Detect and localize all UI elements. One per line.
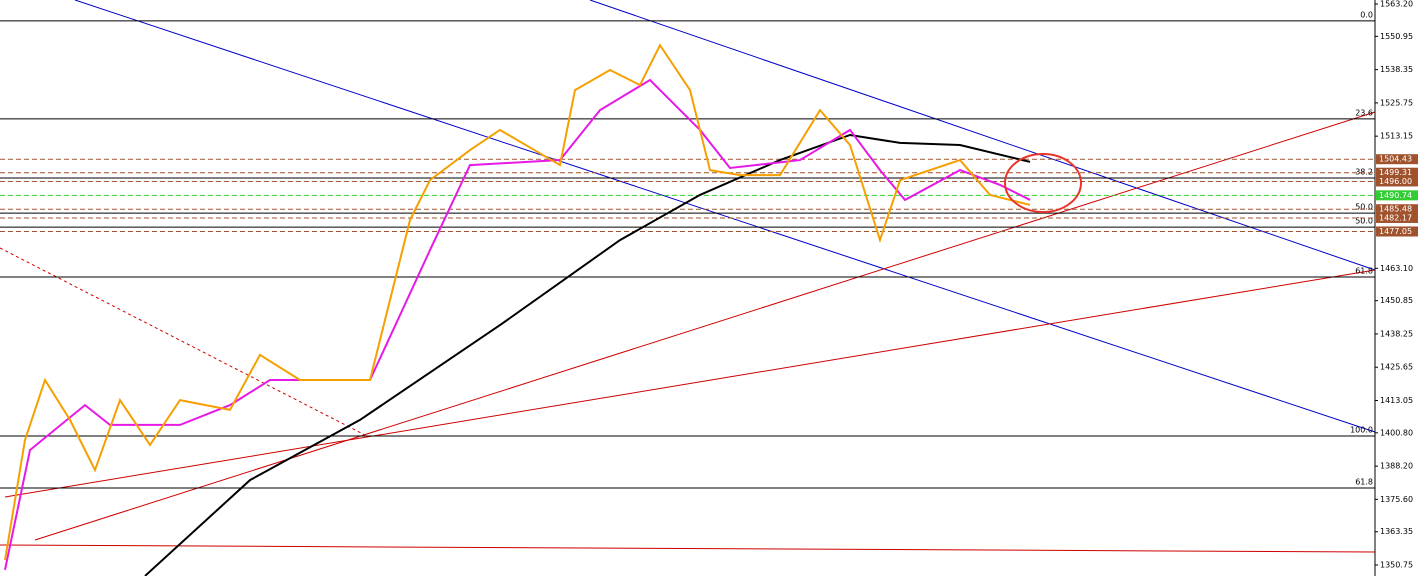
y-tick-label: 1563.20: [1380, 0, 1413, 9]
y-tick-label: 1450.85: [1380, 296, 1413, 305]
y-tick-label: 1400.80: [1380, 428, 1413, 437]
y-tick-label: 1363.35: [1380, 527, 1413, 536]
price-tag: [1376, 190, 1418, 201]
y-tick-label: 1525.75: [1380, 98, 1413, 107]
level-label: 61.8: [1355, 267, 1373, 276]
y-tick-label: 1350.75: [1380, 561, 1413, 570]
price-tag: [1376, 176, 1418, 187]
price-tag-label: 1490.74: [1379, 191, 1412, 200]
y-tick-label: 1375.60: [1380, 495, 1413, 504]
y-tick-label: 1413.05: [1380, 396, 1413, 405]
price-tag-label: 1496.00: [1379, 177, 1412, 186]
level-label: 50.0: [1355, 217, 1373, 226]
price-tag: [1376, 226, 1418, 237]
indicator-line: [144, 133, 1031, 576]
trend-line: [4, 269, 1376, 498]
indicator-line: [4, 43, 1031, 561]
price-tag-label: 1499.31: [1379, 168, 1412, 177]
level-label: 0.0: [1360, 10, 1373, 19]
price-tag: [1376, 154, 1418, 165]
level-label: 23.6: [1355, 108, 1373, 117]
price-tag: [1376, 204, 1418, 215]
price-tag: [1376, 167, 1418, 178]
annotation-circle: [1004, 153, 1082, 213]
price-tag: [1376, 212, 1418, 223]
level-label: 100.0: [1350, 426, 1373, 435]
y-tick-label: 1550.95: [1380, 32, 1413, 41]
y-tick-label: 1538.35: [1380, 65, 1413, 74]
trend-line: [589, 0, 1376, 271]
price-tag-label: 1482.17: [1379, 213, 1412, 222]
trend-line: [74, 0, 1376, 433]
plot-area: 0.0 23.6 38.2 50.0 50.0 61.8 100.0 61.8: [0, 10, 1375, 576]
trend-lines: [0, 0, 1376, 553]
y-tick-label: 1463.10: [1380, 264, 1413, 273]
price-tag-label: 1485.48: [1379, 205, 1412, 214]
indicator-line: [4, 78, 1031, 571]
level-label: 50.0: [1355, 203, 1373, 212]
trend-line: [0, 544, 1376, 553]
y-tick-label: 1425.65: [1380, 363, 1413, 372]
price-tag-label: 1504.43: [1379, 155, 1412, 164]
trend-line: [34, 111, 1376, 541]
y-tick-label: 1388.20: [1380, 462, 1413, 471]
trend-line: [0, 247, 366, 436]
price-tag-label: 1477.05: [1379, 227, 1412, 236]
level-label: 38.2: [1355, 168, 1373, 177]
level-label: 61.8: [1355, 478, 1373, 487]
y-tick-label: 1513.15: [1380, 132, 1413, 141]
y-tick-label: 1438.25: [1380, 329, 1413, 338]
